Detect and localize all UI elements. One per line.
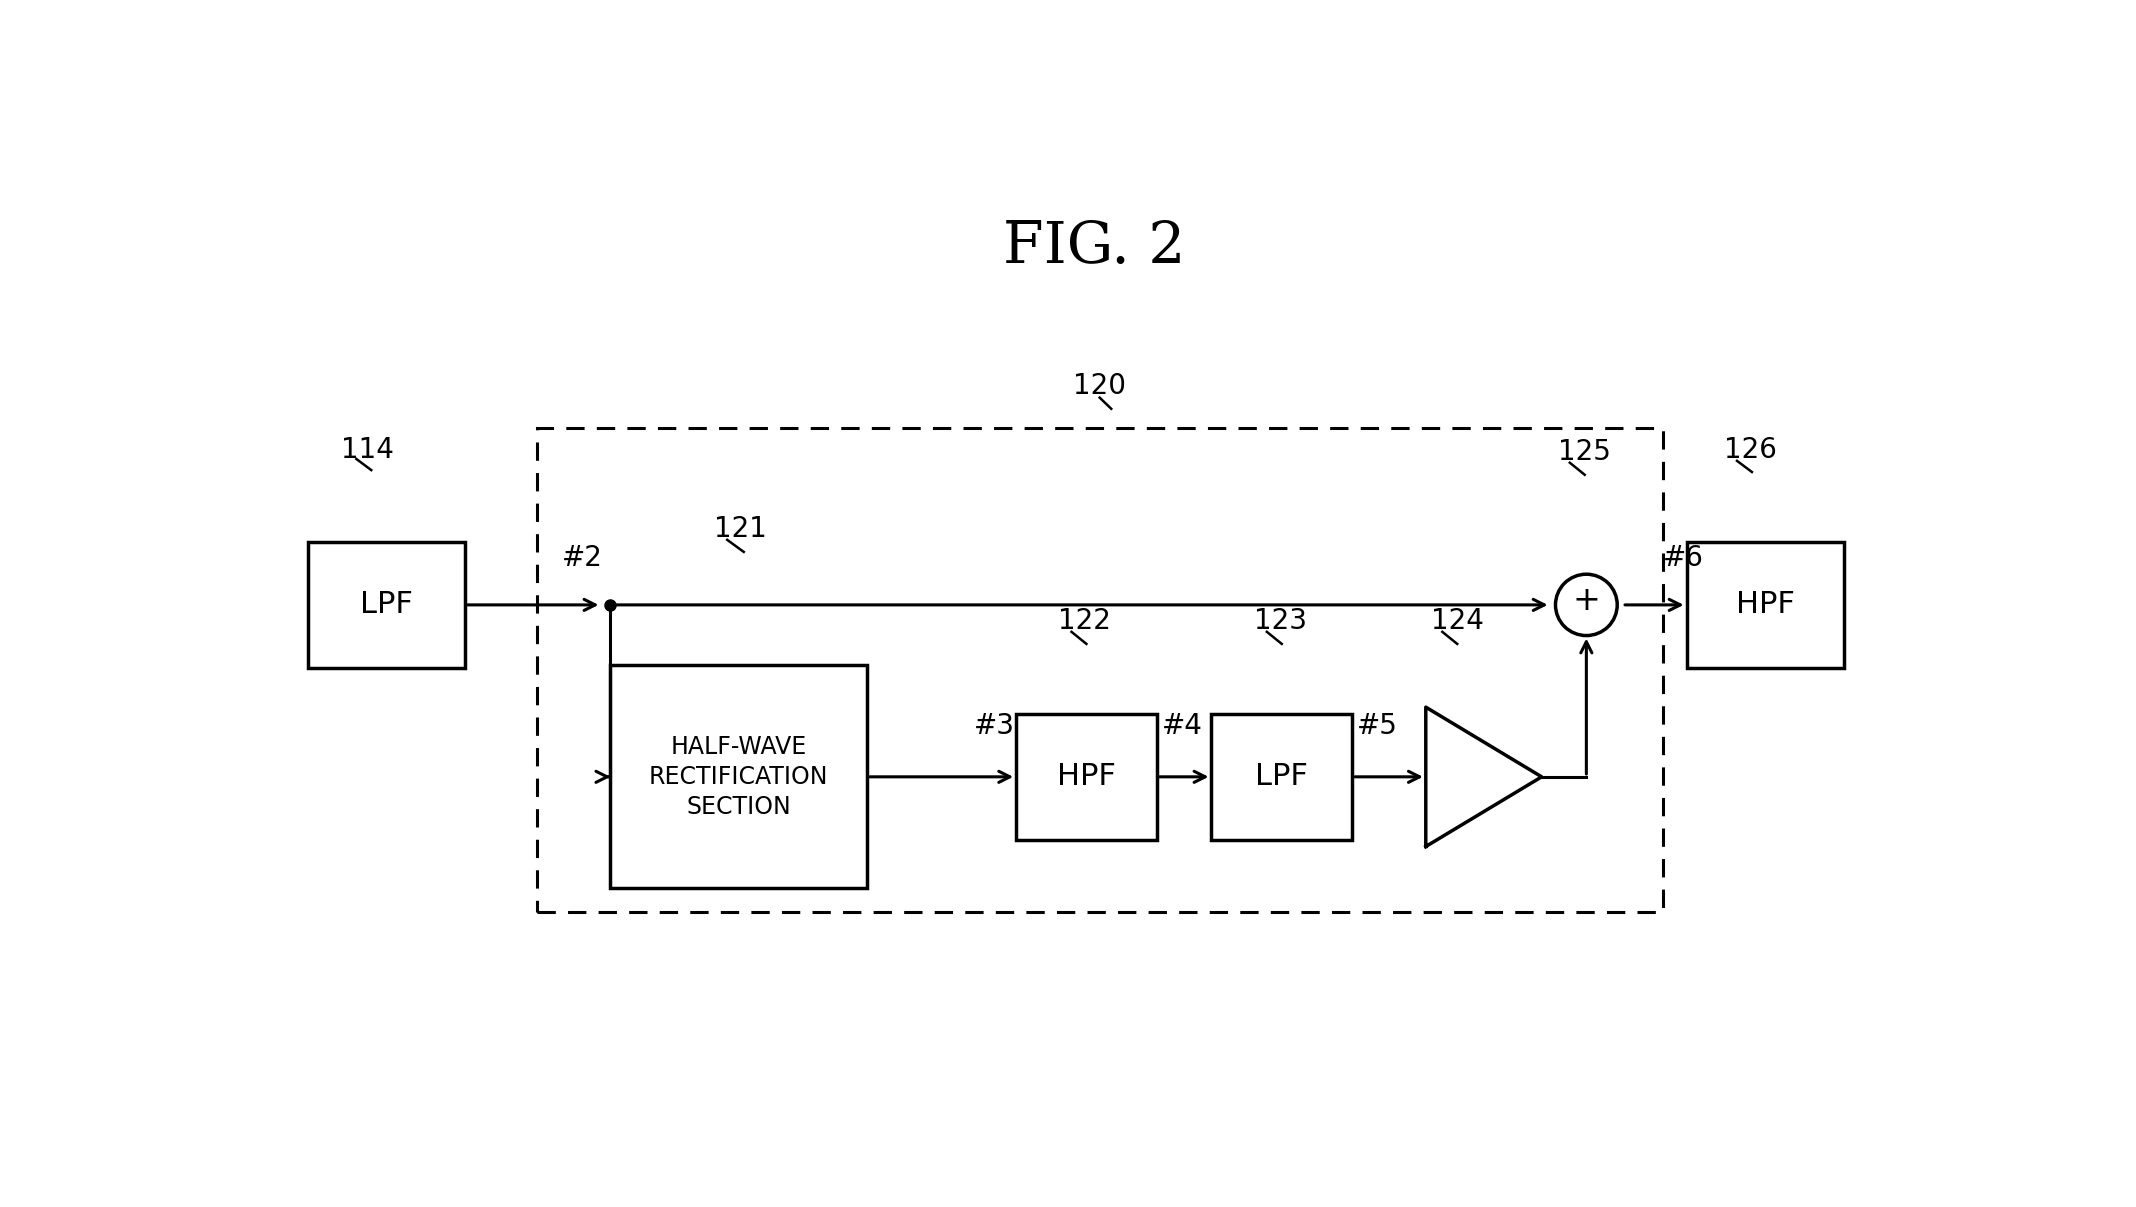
Text: 114: 114 [342,436,395,463]
Text: HPF: HPF [1057,763,1115,792]
Text: FIG. 2: FIG. 2 [1004,220,1185,275]
Text: 123: 123 [1254,607,1307,635]
Bar [1211,715,1352,840]
Text: 120: 120 [1072,373,1126,401]
Text: +: + [1572,584,1600,617]
Text: 125: 125 [1559,438,1611,466]
Bar [1017,715,1158,840]
Text: 126: 126 [1724,436,1777,463]
Text: #2: #2 [562,544,602,572]
Text: #5: #5 [1356,712,1397,740]
Text: #6: #6 [1662,544,1702,572]
Bar [611,665,867,888]
Bar [308,542,466,667]
Text: HALF-WAVE
RECTIFICATION
SECTION: HALF-WAVE RECTIFICATION SECTION [649,735,829,818]
Bar [536,428,1662,911]
Text: LPF: LPF [359,590,412,619]
Text: #3: #3 [974,712,1015,740]
Text: LPF: LPF [1256,763,1307,792]
Text: HPF: HPF [1737,590,1794,619]
Ellipse shape [1555,575,1617,636]
Text: 122: 122 [1057,607,1111,635]
Text: 121: 121 [713,514,767,543]
Text: 124: 124 [1431,607,1485,635]
Text: #4: #4 [1162,712,1203,740]
Bar [1687,542,1843,667]
